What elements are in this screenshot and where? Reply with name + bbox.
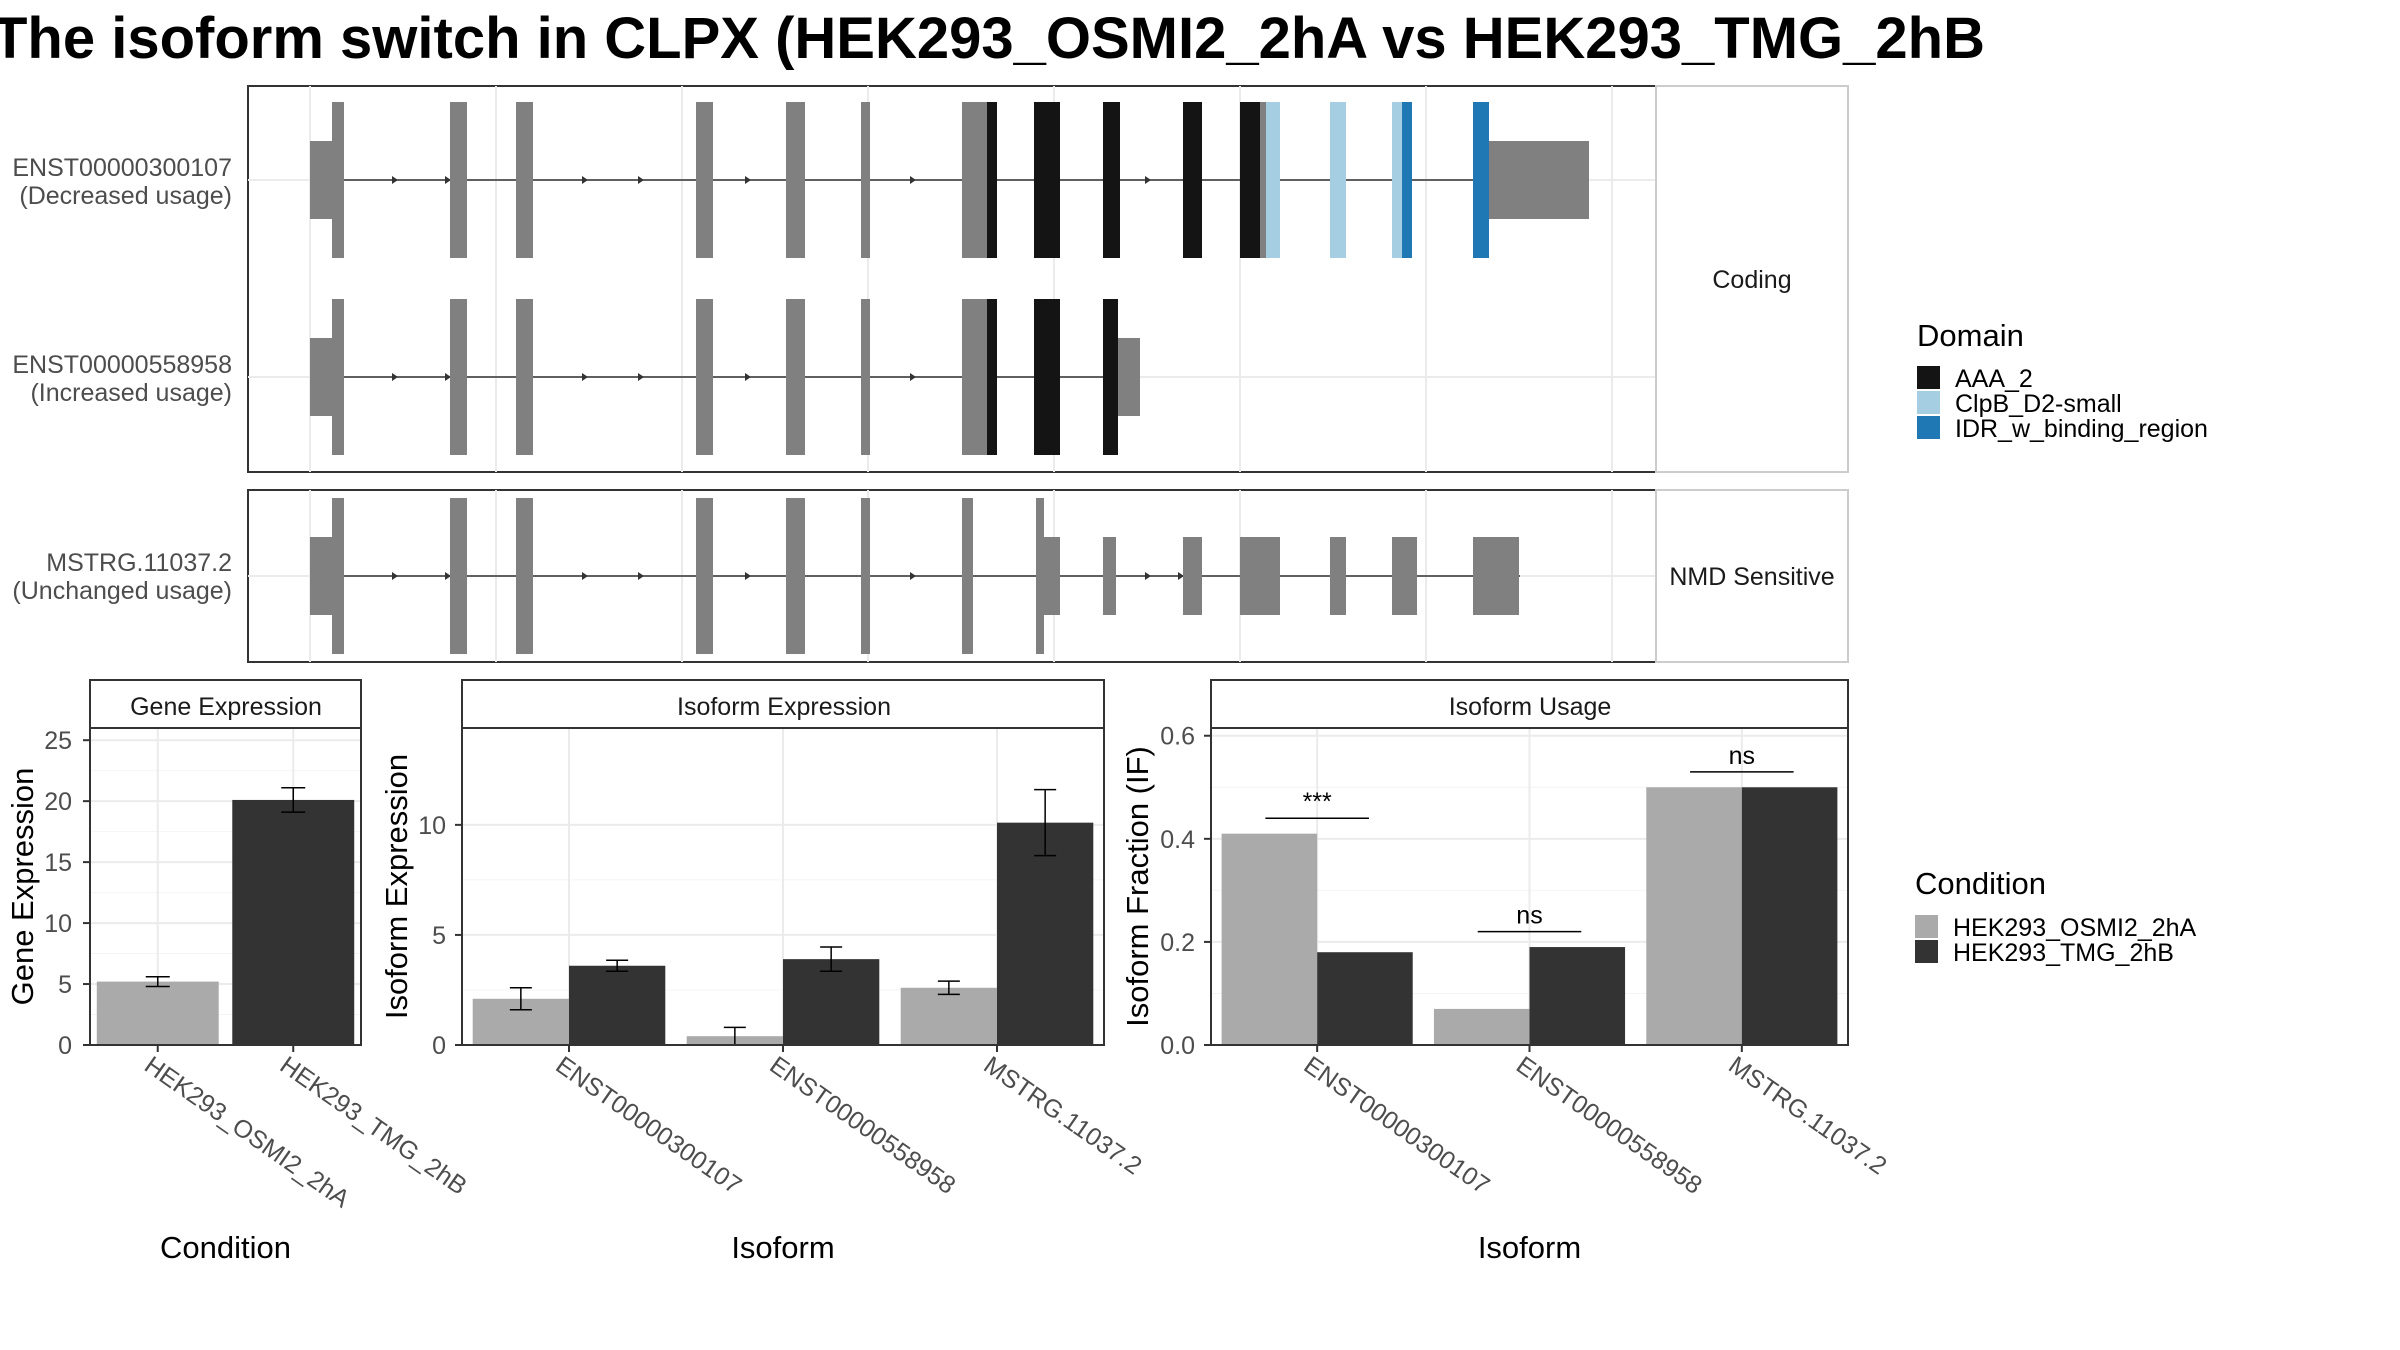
nmd-strip [1655, 489, 1849, 663]
transcript-ENST00000558958 [310, 299, 1140, 455]
panel-title: Isoform Usage [1449, 693, 1612, 721]
bar [1317, 952, 1413, 1045]
legend-key-HEK293_TMG_2hB [1915, 940, 1938, 963]
x-tick-label: MSTRG.11037.2 [979, 1051, 1147, 1180]
bar [569, 965, 666, 1045]
coding-panel: Coding [12, 85, 1849, 473]
bar [900, 987, 997, 1045]
bar [1646, 787, 1742, 1045]
figure-title: The isoform switch in CLPX (HEK293_OSMI2… [0, 6, 1985, 71]
y-tick-label: 0 [432, 1032, 446, 1060]
domain-legend: Domain AAA_2 ClpB_D2-small IDR_w_binding… [1917, 318, 2208, 443]
nmd-strip-label: NMD Sensitive [1669, 563, 1834, 591]
legend-label-AAA_2: AAA_2 [1955, 365, 2033, 393]
tx2-id-label: ENST00000558958 [12, 351, 232, 379]
panel-strip [461, 679, 1105, 729]
significance-label: ns [1516, 902, 1542, 930]
coding-strip [1655, 85, 1849, 473]
tx2-usage-label: (Increased usage) [30, 379, 232, 407]
nmd-panel: NMD Sensitive MSTRG.11037.2 (Unchanged u… [12, 489, 1849, 663]
isoform-expression-chart: Isoform Expression 0 5 10 ENST00000300107 ENS… [379, 679, 1147, 1265]
tx1-usage-label: (Decreased usage) [19, 182, 232, 210]
plot-frame [89, 727, 362, 1046]
legend-key-ClpB_D2-small [1917, 391, 1940, 414]
coding-panel-frame [247, 85, 1657, 473]
x-tick-label: ENST00000300107 [551, 1051, 747, 1200]
legend-key-IDR_w_binding_region [1917, 416, 1940, 439]
y-axis-title: Gene Expression [5, 768, 40, 1006]
y-tick-label: 0.6 [1160, 723, 1195, 751]
bar [96, 981, 219, 1045]
bar [232, 799, 355, 1045]
y-tick-label: 5 [58, 971, 72, 999]
significance-label: ns [1729, 742, 1755, 770]
y-axis-title: Isoform Expression [379, 754, 414, 1019]
y-tick-label: 20 [44, 788, 72, 816]
panel-title: Gene Expression [130, 693, 322, 721]
gene-expression-chart: Gene Expression0510152025HEK293_OSMI2_2h… [5, 679, 472, 1265]
x-tick-label: ENST00000558958 [765, 1051, 961, 1200]
coding-strip-label: Coding [1712, 266, 1791, 294]
tx3-usage-label: (Unchanged usage) [12, 577, 232, 605]
y-tick-label: 15 [44, 849, 72, 877]
x-axis-title: Condition [160, 1230, 291, 1265]
significance-label: *** [1303, 788, 1332, 816]
legend-key-AAA_2 [1917, 366, 1940, 389]
transcript-ENST00000300107 [310, 102, 1589, 258]
y-tick-label: 0.4 [1160, 826, 1195, 854]
tx1-id-label: ENST00000300107 [12, 154, 232, 182]
y-tick-label: 0.0 [1160, 1032, 1195, 1060]
bar [1741, 787, 1838, 1045]
y-tick-label: 25 [44, 727, 72, 755]
bar [997, 822, 1094, 1045]
legend-key-HEK293_OSMI2_2hA [1915, 915, 1938, 938]
y-tick-label: 0 [58, 1032, 72, 1060]
y-tick-label: 10 [418, 812, 446, 840]
panel-title: Isoform Expression [677, 693, 891, 721]
isoform-usage-chart: Isoform Usage 0.0 0.2 0.4 0.6 ENST00000300107… [1120, 679, 1892, 1265]
y-tick-label: 5 [432, 922, 446, 950]
x-axis-title: Isoform [1478, 1230, 1581, 1265]
x-tick-label: MSTRG.11037.2 [1723, 1051, 1891, 1180]
condition-legend: Condition HEK293_OSMI2_2hA HEK293_TMG_2h… [1915, 866, 2197, 967]
x-tick-label: ENST00000300107 [1299, 1051, 1495, 1200]
x-tick-label: ENST00000558958 [1511, 1051, 1707, 1200]
legend-label-HEK293_OSMI2_2hA: HEK293_OSMI2_2hA [1953, 914, 2197, 942]
legend-label-IDR_w_binding_region: IDR_w_binding_region [1955, 415, 2208, 443]
y-tick-label: 10 [44, 910, 72, 938]
transcript-MSTRG.11037.2 [310, 498, 1520, 654]
plot-frame [461, 727, 1105, 1046]
bar [1529, 947, 1626, 1045]
x-axis-title: Isoform [731, 1230, 834, 1265]
domain-legend-title: Domain [1917, 318, 2024, 353]
tx3-id-label: MSTRG.11037.2 [46, 549, 232, 577]
bar [1433, 1008, 1530, 1045]
legend-label-ClpB_D2-small: ClpB_D2-small [1955, 390, 2122, 418]
bar [1221, 833, 1318, 1045]
legend-label-HEK293_TMG_2hB: HEK293_TMG_2hB [1953, 939, 2174, 967]
y-axis-title: Isoform Fraction (IF) [1120, 746, 1155, 1027]
y-tick-label: 0.2 [1160, 929, 1195, 957]
bar [783, 959, 880, 1045]
plot-frame [1210, 727, 1849, 1046]
condition-legend-title: Condition [1915, 866, 2046, 901]
